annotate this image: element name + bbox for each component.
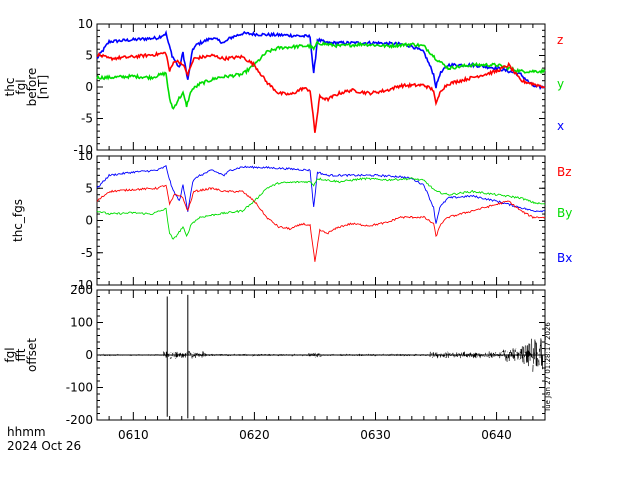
legend-label-y: y	[557, 77, 564, 91]
y-axis-label-line: thc_fgs	[11, 199, 25, 242]
series-line-y	[96, 40, 546, 110]
legend-label-By: By	[557, 206, 572, 220]
series-line-x	[96, 29, 546, 91]
y-axis-label-line: thc	[3, 78, 17, 97]
y-tick-label: -100	[66, 381, 93, 395]
legend-label-x: x	[557, 119, 564, 133]
y-axis-label-line: offset	[25, 338, 39, 372]
y-tick-label: 200	[70, 283, 93, 297]
y-tick-label: -5	[81, 112, 93, 126]
y-tick-label: -10	[73, 278, 93, 292]
y-axis-label-line: before	[25, 68, 39, 107]
series-line-Bz	[96, 184, 546, 262]
y-tick-label: 0	[85, 214, 93, 228]
series-line-z	[96, 50, 546, 133]
panel-fgs: -10 -5 0 5 10 thc_fgs Bx By Bz	[11, 149, 572, 292]
y-tick-label: 10	[78, 17, 93, 31]
y-axis-label-line: fgl	[14, 79, 28, 94]
y-tick-label: -10	[73, 143, 93, 157]
y-tick-label: 100	[70, 316, 93, 330]
panel-frame	[96, 23, 546, 151]
time-tick-label: 0640	[481, 428, 512, 442]
series-line-By	[96, 177, 546, 240]
y-tick-label: -200	[66, 413, 93, 427]
y-tick-label: 5	[85, 49, 93, 63]
time-format-label: hhmm	[7, 425, 46, 439]
time-tick-label: 0610	[118, 428, 149, 442]
time-axis-tick-labels: 0610 0620 0630 0640	[118, 428, 512, 442]
y-tick-label: -5	[81, 246, 93, 260]
time-tick-label: 0630	[360, 428, 391, 442]
series-line-Bx	[96, 164, 546, 224]
y-tick-label: 0	[85, 80, 93, 94]
y-axis-label-line: fgl	[3, 347, 17, 362]
panel-2-y-axis-label: thc_fgs	[11, 199, 25, 242]
y-axis-label-line: [nT]	[36, 75, 50, 99]
y-tick-label: 10	[78, 149, 93, 163]
legend-label-Bz: Bz	[557, 165, 572, 179]
date-label: 2024 Oct 26	[7, 439, 81, 453]
generation-timestamp: Tue Jan 27 01:28:17 2026	[544, 322, 552, 413]
panel-frame	[96, 155, 546, 286]
y-tick-label: 5	[85, 181, 93, 195]
legend-label-Bx: Bx	[557, 251, 572, 265]
legend-label-z: z	[557, 33, 563, 47]
time-tick-label: 0620	[239, 428, 270, 442]
y-tick-label: 0	[85, 348, 93, 362]
y-axis-label-line: fft	[14, 348, 28, 361]
